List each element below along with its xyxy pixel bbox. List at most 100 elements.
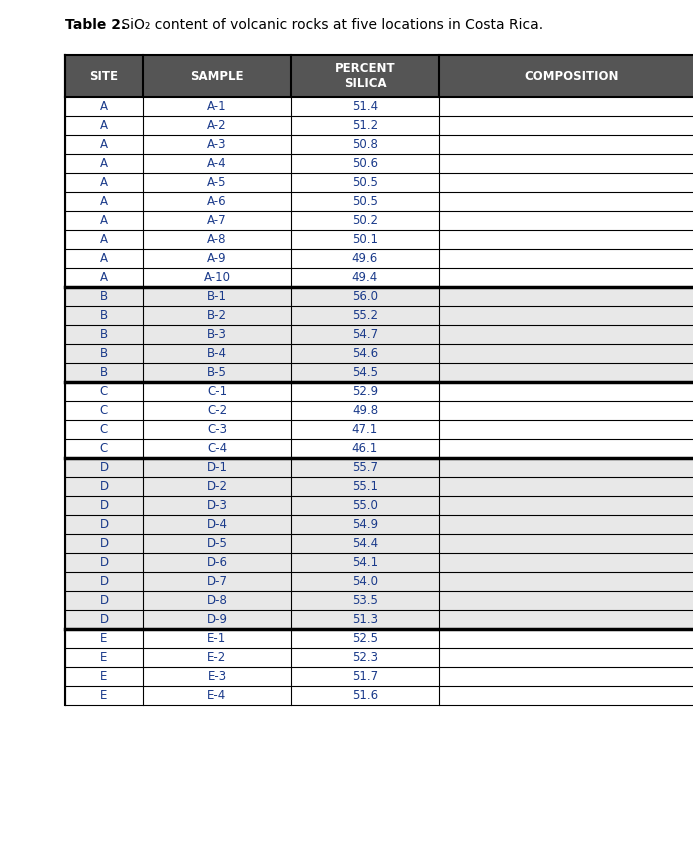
Text: E-3: E-3	[207, 670, 227, 683]
Bar	[65, 515, 693, 534]
Text: 55.1: 55.1	[352, 480, 378, 493]
Text: 51.7: 51.7	[352, 670, 378, 683]
Text: 49.6: 49.6	[352, 252, 378, 265]
Bar	[65, 211, 693, 230]
Text: A: A	[100, 214, 108, 227]
Bar	[65, 553, 693, 572]
Text: C: C	[100, 385, 108, 398]
Text: B-4: B-4	[207, 347, 227, 360]
Text: C-2: C-2	[207, 404, 227, 417]
Text: A-7: A-7	[207, 214, 227, 227]
Bar	[65, 325, 693, 344]
Text: D-6: D-6	[207, 556, 227, 569]
Bar	[65, 686, 693, 705]
Text: 51.6: 51.6	[352, 689, 378, 702]
Text: 51.3: 51.3	[352, 613, 378, 626]
Text: A: A	[100, 195, 108, 208]
Text: D: D	[99, 518, 109, 531]
Text: 55.2: 55.2	[352, 309, 378, 322]
Text: D: D	[99, 575, 109, 588]
Bar	[65, 477, 693, 496]
Text: SiO₂ content of volcanic rocks at five locations in Costa Rica.: SiO₂ content of volcanic rocks at five l…	[117, 18, 543, 32]
Text: A: A	[100, 233, 108, 246]
Text: B: B	[100, 290, 108, 303]
Text: D-9: D-9	[207, 613, 227, 626]
Text: 47.1: 47.1	[352, 423, 378, 436]
Text: C-4: C-4	[207, 442, 227, 455]
Bar	[65, 629, 693, 648]
Text: D-1: D-1	[207, 461, 227, 474]
Text: 50.5: 50.5	[352, 176, 378, 189]
Bar	[65, 363, 693, 382]
Text: 46.1: 46.1	[352, 442, 378, 455]
Text: A-1: A-1	[207, 100, 227, 113]
Text: B-5: B-5	[207, 366, 227, 379]
Text: A-6: A-6	[207, 195, 227, 208]
Text: E-2: E-2	[207, 651, 227, 664]
Text: 52.3: 52.3	[352, 651, 378, 664]
Bar	[65, 610, 693, 629]
Bar	[65, 173, 693, 192]
Text: A-4: A-4	[207, 157, 227, 170]
Text: B-1: B-1	[207, 290, 227, 303]
Text: A-10: A-10	[204, 271, 231, 284]
Bar	[65, 97, 693, 116]
Text: E: E	[100, 670, 107, 683]
Text: 50.5: 50.5	[352, 195, 378, 208]
Text: 49.8: 49.8	[352, 404, 378, 417]
Text: A: A	[100, 252, 108, 265]
Text: C: C	[100, 404, 108, 417]
Text: E: E	[100, 632, 107, 645]
Bar	[65, 55, 693, 97]
Bar	[65, 401, 693, 420]
Text: 52.5: 52.5	[352, 632, 378, 645]
Bar	[65, 135, 693, 154]
Text: E: E	[100, 651, 107, 664]
Text: A-9: A-9	[207, 252, 227, 265]
Text: 54.0: 54.0	[352, 575, 378, 588]
Text: D: D	[99, 480, 109, 493]
Text: A: A	[100, 138, 108, 151]
Bar	[65, 591, 693, 610]
Text: B-3: B-3	[207, 328, 227, 341]
Text: 51.2: 51.2	[352, 119, 378, 132]
Text: D: D	[99, 556, 109, 569]
Text: C-1: C-1	[207, 385, 227, 398]
Text: SAMPLE: SAMPLE	[191, 70, 244, 83]
Bar	[65, 287, 693, 306]
Bar	[65, 496, 693, 515]
Text: D-5: D-5	[207, 537, 227, 550]
Text: B-2: B-2	[207, 309, 227, 322]
Text: 54.7: 54.7	[352, 328, 378, 341]
Text: PERCENT
SILICA: PERCENT SILICA	[335, 62, 395, 90]
Text: 56.0: 56.0	[352, 290, 378, 303]
Text: 54.9: 54.9	[352, 518, 378, 531]
Text: D-7: D-7	[207, 575, 227, 588]
Bar	[65, 306, 693, 325]
Text: A: A	[100, 176, 108, 189]
Text: A: A	[100, 157, 108, 170]
Text: 49.4: 49.4	[352, 271, 378, 284]
Text: D: D	[99, 594, 109, 607]
Text: 52.9: 52.9	[352, 385, 378, 398]
Text: A: A	[100, 119, 108, 132]
Text: A: A	[100, 100, 108, 113]
Text: A-2: A-2	[207, 119, 227, 132]
Text: 54.1: 54.1	[352, 556, 378, 569]
Text: C: C	[100, 442, 108, 455]
Text: 54.4: 54.4	[352, 537, 378, 550]
Text: C: C	[100, 423, 108, 436]
Text: D: D	[99, 461, 109, 474]
Text: B: B	[100, 347, 108, 360]
Text: 54.6: 54.6	[352, 347, 378, 360]
Text: 55.7: 55.7	[352, 461, 378, 474]
Bar	[65, 154, 693, 173]
Text: D: D	[99, 499, 109, 512]
Text: B: B	[100, 328, 108, 341]
Text: 50.6: 50.6	[352, 157, 378, 170]
Text: A: A	[100, 271, 108, 284]
Bar	[65, 192, 693, 211]
Bar	[65, 572, 693, 591]
Text: E-4: E-4	[207, 689, 227, 702]
Text: A-8: A-8	[207, 233, 227, 246]
